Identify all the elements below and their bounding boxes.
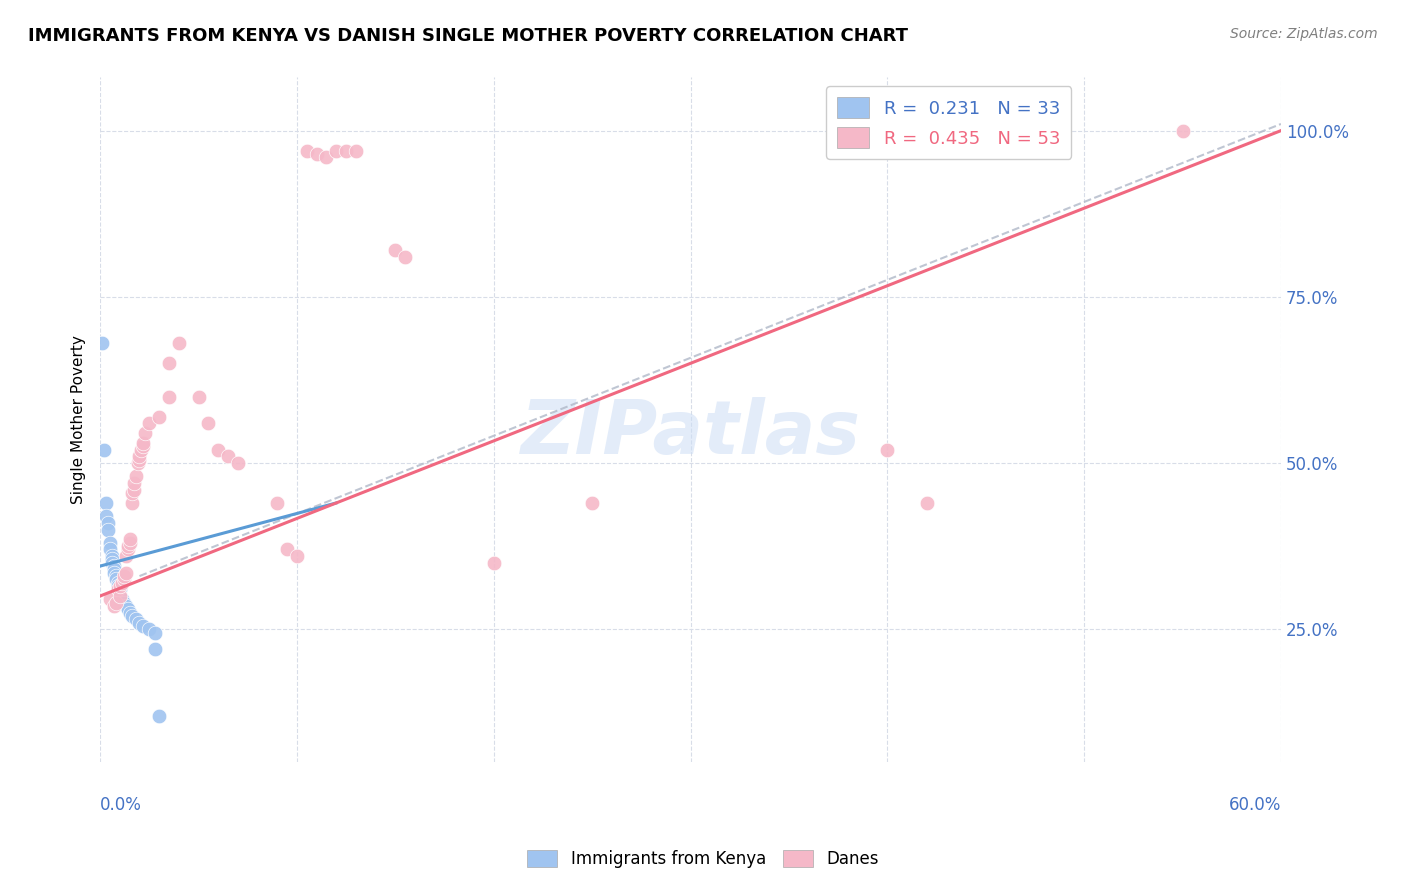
Point [335, 144, 357, 158]
Point [121, 496, 143, 510]
Point [157, 356, 180, 370]
Y-axis label: Single Mother Poverty: Single Mother Poverty [72, 335, 86, 504]
Point [394, 250, 416, 264]
Point [94, 509, 117, 524]
Point [384, 244, 406, 258]
Point [114, 566, 136, 580]
Point [112, 573, 135, 587]
Point [197, 416, 219, 430]
Point [128, 615, 150, 630]
Point [138, 416, 160, 430]
Point [117, 602, 139, 616]
Legend: Immigrants from Kenya, Danes: Immigrants from Kenya, Danes [520, 843, 886, 875]
Text: 0.0%: 0.0% [100, 797, 142, 814]
Point [103, 599, 125, 613]
Text: ZIPatlas: ZIPatlas [520, 397, 860, 470]
Point [97, 516, 120, 530]
Point [128, 450, 150, 464]
Point [344, 144, 367, 158]
Point [98, 592, 121, 607]
Point [121, 609, 143, 624]
Point [98, 536, 121, 550]
Point [124, 469, 146, 483]
Point [114, 549, 136, 563]
Point [143, 642, 166, 657]
Point [114, 599, 136, 613]
Point [266, 496, 288, 510]
Point [122, 475, 145, 490]
Point [118, 533, 141, 547]
Point [581, 496, 603, 510]
Point [315, 150, 337, 164]
Text: IMMIGRANTS FROM KENYA VS DANISH SINGLE MOTHER POVERTY CORRELATION CHART: IMMIGRANTS FROM KENYA VS DANISH SINGLE M… [28, 27, 908, 45]
Point [127, 456, 149, 470]
Point [121, 486, 143, 500]
Text: Source: ZipAtlas.com: Source: ZipAtlas.com [1230, 27, 1378, 41]
Point [108, 589, 131, 603]
Point [132, 439, 155, 453]
Point [103, 566, 125, 580]
Point [104, 569, 127, 583]
Text: 60.0%: 60.0% [1229, 797, 1281, 814]
Point [118, 536, 141, 550]
Point [482, 556, 505, 570]
Point [226, 456, 249, 470]
Point [157, 390, 180, 404]
Point [217, 450, 239, 464]
Point [108, 582, 131, 597]
Point [111, 575, 134, 590]
Point [187, 390, 209, 404]
Point [104, 596, 127, 610]
Point [107, 582, 129, 597]
Point [101, 556, 124, 570]
Legend: R =  0.231   N = 33, R =  0.435   N = 53: R = 0.231 N = 33, R = 0.435 N = 53 [827, 87, 1071, 159]
Point [131, 442, 153, 457]
Point [134, 426, 156, 441]
Point [107, 579, 129, 593]
Point [325, 144, 347, 158]
Point [132, 436, 155, 450]
Point [148, 708, 170, 723]
Point [143, 625, 166, 640]
Point [285, 549, 308, 563]
Point [108, 589, 131, 603]
Point [876, 442, 898, 457]
Point [132, 619, 155, 633]
Point [167, 336, 190, 351]
Point [112, 569, 135, 583]
Point [103, 559, 125, 574]
Point [276, 542, 298, 557]
Point [148, 409, 170, 424]
Point [101, 552, 124, 566]
Point [104, 573, 127, 587]
Point [117, 539, 139, 553]
Point [138, 622, 160, 636]
Point [295, 144, 318, 158]
Point [112, 596, 135, 610]
Point [107, 575, 129, 590]
Point [97, 523, 120, 537]
Point [93, 442, 115, 457]
Point [108, 579, 131, 593]
Point [91, 336, 114, 351]
Point [101, 549, 124, 563]
Point [124, 612, 146, 626]
Point [207, 442, 229, 457]
Point [98, 542, 121, 557]
Point [118, 606, 141, 620]
Point [128, 452, 150, 467]
Point [111, 592, 134, 607]
Point [915, 496, 938, 510]
Point [122, 483, 145, 497]
Point [1171, 123, 1194, 137]
Point [103, 562, 125, 576]
Point [117, 542, 139, 557]
Point [305, 147, 328, 161]
Point [94, 496, 117, 510]
